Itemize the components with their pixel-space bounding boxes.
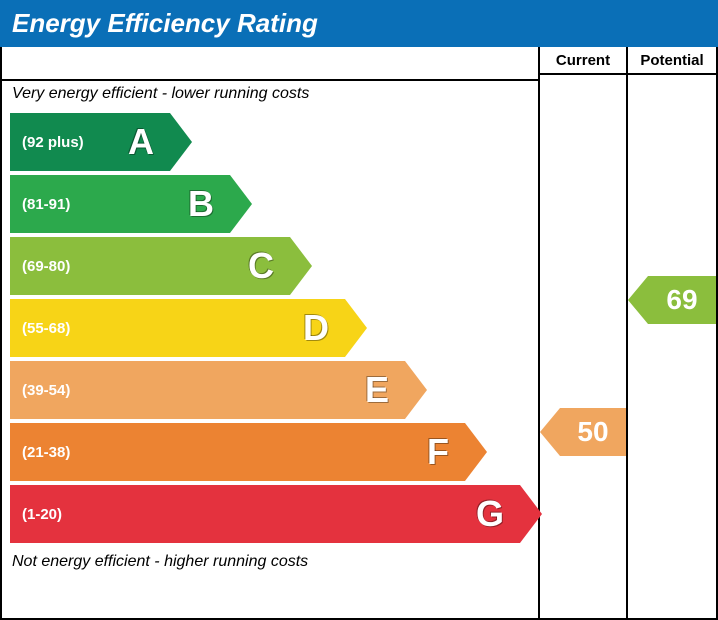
band-arrowhead <box>465 423 487 481</box>
band-bar: (21-38) F <box>10 423 465 481</box>
current-pointer-value: 50 <box>577 416 608 448</box>
band-range: (69-80) <box>22 258 70 275</box>
band-bar: (81-91) B <box>10 175 230 233</box>
band-letter: B <box>188 183 214 225</box>
bands-column: Very energy efficient - lower running co… <box>2 47 540 618</box>
band-range: (1-20) <box>22 506 62 523</box>
chart-title: Energy Efficiency Rating <box>12 8 318 38</box>
band-f: (21-38) F <box>10 423 538 481</box>
header-potential: Potential <box>628 47 716 75</box>
potential-pointer-value: 69 <box>666 284 697 316</box>
band-d: (55-68) D <box>10 299 538 357</box>
chart-frame: Very energy efficient - lower running co… <box>0 47 718 620</box>
top-note: Very energy efficient - lower running co… <box>2 81 538 107</box>
potential-column: Potential 69 <box>628 47 716 618</box>
band-bar: (1-20) G <box>10 485 520 543</box>
epc-chart: Energy Efficiency Rating Very energy eff… <box>0 0 718 619</box>
band-range: (39-54) <box>22 382 70 399</box>
band-range: (92 plus) <box>22 134 84 151</box>
band-range: (81-91) <box>22 196 70 213</box>
band-arrowhead <box>405 361 427 419</box>
band-letter: D <box>303 307 329 349</box>
band-range: (55-68) <box>22 320 70 337</box>
header-current: Current <box>540 47 626 75</box>
band-bar: (92 plus) A <box>10 113 170 171</box>
band-g: (1-20) G <box>10 485 538 543</box>
potential-pointer: 69 <box>648 276 716 324</box>
title-bar: Energy Efficiency Rating <box>0 0 718 47</box>
band-letter: C <box>248 245 274 287</box>
band-e: (39-54) E <box>10 361 538 419</box>
band-bar: (39-54) E <box>10 361 405 419</box>
bottom-note: Not energy efficient - higher running co… <box>2 549 538 575</box>
band-arrowhead <box>230 175 252 233</box>
band-arrowhead <box>290 237 312 295</box>
band-a: (92 plus) A <box>10 113 538 171</box>
current-pointer-arrow <box>540 408 560 456</box>
band-arrowhead <box>345 299 367 357</box>
band-arrowhead <box>170 113 192 171</box>
band-range: (21-38) <box>22 444 70 461</box>
band-arrowhead <box>520 485 542 543</box>
band-letter: E <box>365 369 389 411</box>
current-pointer: 50 <box>560 408 626 456</box>
band-list: (92 plus) A (81-91) B (69-80) C (55-68) D (39-54… <box>2 107 538 549</box>
band-letter: G <box>476 493 504 535</box>
band-bar: (55-68) D <box>10 299 345 357</box>
band-bar: (69-80) C <box>10 237 290 295</box>
band-letter: A <box>128 121 154 163</box>
potential-pointer-arrow <box>628 276 648 324</box>
band-b: (81-91) B <box>10 175 538 233</box>
band-c: (69-80) C <box>10 237 538 295</box>
band-letter: F <box>427 431 449 473</box>
current-column: Current 50 <box>540 47 628 618</box>
header-spacer <box>2 53 538 81</box>
